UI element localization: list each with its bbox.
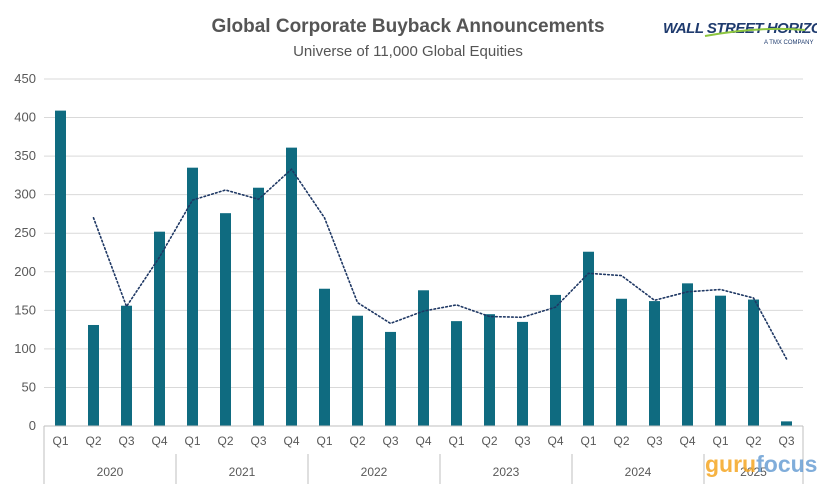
x-tick-label: Q2	[481, 434, 497, 448]
bar	[715, 295, 726, 426]
x-tick-label: Q3	[118, 434, 134, 448]
svg-text:gurufocus: gurufocus	[705, 451, 817, 477]
y-tick-label: 250	[14, 225, 36, 240]
company-logo: WALL STREET HORIZON A TMX COMPANY	[663, 20, 817, 46]
x-tick-label: Q1	[52, 434, 68, 448]
y-tick-label: 200	[14, 264, 36, 279]
y-tick-label: 450	[14, 71, 36, 86]
bar	[418, 290, 429, 426]
bar	[385, 331, 396, 426]
bar	[649, 301, 660, 426]
y-tick-label: 50	[22, 379, 36, 394]
bar	[286, 147, 297, 426]
logo-text: WALL STREET HORIZON	[663, 20, 817, 37]
y-tick-label: 350	[14, 148, 36, 163]
chart-subtitle: Universe of 11,000 Global Equities	[293, 43, 523, 60]
bar	[616, 298, 627, 426]
x-tick-label: Q3	[778, 434, 794, 448]
bar	[220, 213, 231, 426]
watermark-part2: focus	[756, 451, 817, 477]
x-tick-label: Q2	[613, 434, 629, 448]
bar	[55, 110, 66, 427]
line-series	[92, 167, 788, 360]
x-tick-label: Q2	[85, 434, 101, 448]
y-tick-label: 400	[14, 110, 36, 125]
gurufocus-watermark: gurufocus	[705, 451, 817, 477]
bar	[88, 324, 99, 426]
x-tick-label: Q2	[217, 434, 233, 448]
logo-swoosh	[704, 27, 806, 37]
bar-series	[55, 110, 792, 427]
bar	[352, 315, 363, 426]
x-tick-label: Q4	[283, 434, 299, 448]
x-tick-label: Q1	[580, 434, 596, 448]
x-tick-label: Q4	[415, 434, 431, 448]
year-label: 2025	[740, 465, 767, 479]
y-tick-label: 0	[29, 418, 36, 433]
x-tick-label: Q3	[646, 434, 662, 448]
year-label: 2024	[625, 465, 652, 479]
x-tick-label: Q3	[250, 434, 266, 448]
x-tick-label: Q4	[679, 434, 695, 448]
x-tick-label: Q1	[712, 434, 728, 448]
bar	[253, 187, 264, 426]
bar	[451, 321, 462, 426]
x-tick-label: Q1	[316, 434, 332, 448]
year-label: 2020	[97, 465, 124, 479]
x-tick-label: Q2	[349, 434, 365, 448]
y-axis: 0 50 100 150 200 250 300 350 400 450	[14, 71, 36, 433]
x-tick-label: Q3	[514, 434, 530, 448]
bar	[319, 288, 330, 426]
chart-title: Global Corporate Buyback Announcements	[211, 16, 604, 37]
bar	[484, 314, 495, 426]
logo-subtext: A TMX COMPANY	[764, 40, 813, 46]
watermark-part1: guru	[705, 451, 756, 477]
bar	[517, 321, 528, 426]
bar	[583, 251, 594, 426]
x-axis: Q1 Q2 Q3 Q4 Q1 Q2 Q3 Q4 Q1 Q2 Q3 Q4 Q1 Q2 Q3 Q4 Q1 Q2 Q3 Q4…	[43, 425, 804, 484]
year-label: 2021	[229, 465, 256, 479]
moving-average-line	[92, 167, 788, 360]
x-tick-label: Q2	[745, 434, 761, 448]
bar	[781, 421, 792, 426]
bar	[748, 299, 759, 426]
y-tick-label: 150	[14, 302, 36, 317]
year-label: 2022	[361, 465, 388, 479]
bar	[121, 305, 132, 426]
y-tick-label: 100	[14, 341, 36, 356]
x-tick-label: Q3	[382, 434, 398, 448]
bar	[550, 294, 561, 426]
x-tick-label: Q1	[184, 434, 200, 448]
x-tick-label: Q1	[448, 434, 464, 448]
bar	[682, 283, 693, 426]
x-tick-label: Q4	[547, 434, 563, 448]
x-tick-label: Q4	[151, 434, 167, 448]
y-tick-label: 300	[14, 187, 36, 202]
year-label: 2023	[493, 465, 520, 479]
bar	[187, 167, 198, 426]
bar	[154, 231, 165, 426]
